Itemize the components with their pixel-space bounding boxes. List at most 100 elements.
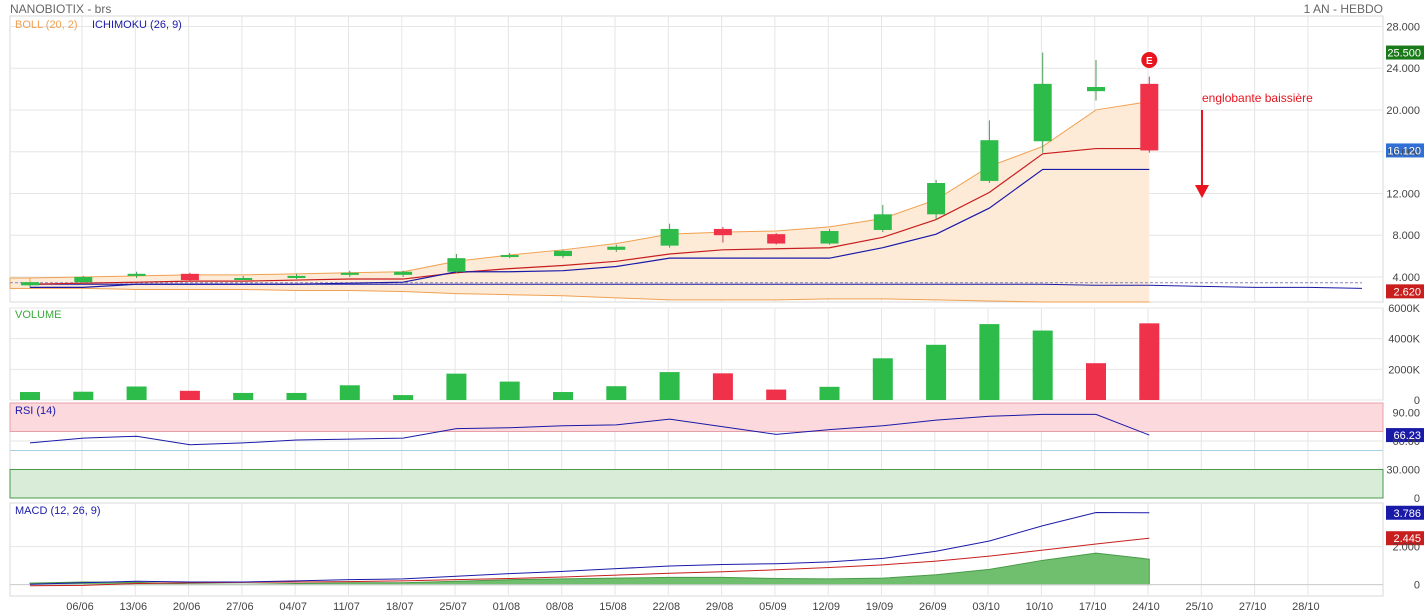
x-tick-label: 22/08 (653, 601, 681, 613)
macd-tag-label: 2.445 (1393, 533, 1421, 545)
rsi-value-tag: 66.23 (1393, 430, 1421, 442)
volume-bar (872, 358, 893, 400)
macd-tag-box (1386, 505, 1424, 520)
price-tag-label: 2.620 (1393, 286, 1421, 298)
volume-bar (126, 386, 147, 400)
x-tick-label: 26/09 (919, 601, 947, 613)
candle-up (980, 140, 999, 181)
volume-y-tick: 6000K (1388, 303, 1420, 315)
x-tick-label: 10/10 (1026, 601, 1054, 613)
x-tick-label: 19/09 (866, 601, 894, 613)
volume-bar (446, 373, 467, 400)
macd-line (29, 511, 1150, 585)
price-tag-label: 25.500 (1387, 48, 1421, 60)
signal-marker-circle (1141, 52, 1158, 68)
candle-down (1140, 83, 1159, 151)
x-tick-label: 05/09 (759, 601, 787, 613)
rsi-y-tick: 90.00 (1392, 408, 1420, 420)
volume-bar (73, 391, 94, 400)
panel-frame-price (9, 15, 1384, 303)
x-tick-label: 27/10 (1239, 601, 1267, 613)
annotation-text: englobante baissière (1202, 91, 1313, 105)
volume-bar (1086, 363, 1106, 400)
price-y-tick: 4.000 (1392, 272, 1420, 284)
candle-up (607, 246, 626, 250)
candle-up (127, 273, 146, 276)
price-y-tick: 20.000 (1386, 105, 1420, 117)
x-tick-label: 20/06 (173, 601, 201, 613)
candle-up (340, 272, 359, 275)
x-tick-label: 08/08 (546, 601, 574, 613)
candle-up (394, 271, 413, 275)
macd-signal-line (29, 537, 1150, 587)
volume-y-tick: 0 (1414, 395, 1420, 407)
volume-bar (712, 373, 733, 400)
x-tick-label: 13/06 (120, 601, 148, 613)
x-tick-label: 24/10 (1132, 601, 1160, 613)
candle-up (1087, 86, 1105, 92)
volume-bar (499, 381, 520, 400)
price-y-tick: 12.000 (1386, 188, 1420, 200)
macd-tag-label: 3.786 (1393, 508, 1421, 520)
macd-y-tick: 0 (1414, 580, 1420, 592)
x-tick-label: 25/10 (1186, 601, 1214, 613)
bollinger-band-fill (30, 101, 1150, 302)
macd-tag-box (1386, 531, 1424, 546)
candle-up (500, 255, 519, 258)
x-tick-label: 06/06 (66, 601, 94, 613)
volume-bar (659, 372, 680, 400)
legend-ichimoku: ICHIMOKU (26, 9) (92, 19, 182, 31)
candle-up (21, 282, 39, 286)
volume-bar (979, 324, 1000, 400)
volume-bar (339, 385, 360, 400)
rsi-value-tag-box (1386, 428, 1424, 443)
legend-rsi: RSI (14) (15, 405, 56, 417)
x-tick-label: 27/06 (226, 601, 254, 613)
volume-bar (286, 392, 307, 400)
candle-down (767, 234, 786, 244)
price-y-tick: 8.000 (1392, 230, 1420, 242)
x-tick-label: 04/07 (279, 601, 307, 613)
price-y-tick: 24.000 (1386, 63, 1420, 75)
signal-marker-label: E (1146, 56, 1153, 67)
bollinger-mid-line (29, 147, 1150, 285)
candle-up (234, 277, 253, 280)
mark-layer (10, 45, 1424, 587)
panel-frame-volume (9, 307, 1384, 401)
x-tick-label: 25/07 (439, 601, 467, 613)
volume-bar (926, 344, 947, 400)
bollinger-lower-line (30, 287, 1150, 303)
rsi-overbought-zone (9, 402, 1384, 432)
rsi-line (29, 413, 1150, 446)
volume-bar (393, 395, 414, 400)
bollinger-upper-line (29, 101, 1150, 279)
candle-up (447, 258, 466, 272)
fill-layer (9, 101, 1384, 586)
volume-bar (179, 390, 200, 400)
volume-bar (1032, 330, 1053, 400)
grid-layer (9, 15, 1384, 597)
price-tag-box (1386, 284, 1424, 299)
macd-histogram-area (29, 552, 1150, 586)
legend-volume: VOLUME (15, 309, 61, 321)
candle-down (180, 273, 199, 281)
panel-frame-macd (9, 502, 1384, 597)
candle-up (820, 231, 839, 244)
price-tag-label: 16.120 (1387, 145, 1421, 157)
x-tick-label: 18/07 (386, 601, 414, 613)
macd-y-tick: 2.000 (1392, 542, 1420, 554)
volume-bar (606, 386, 627, 400)
candle-up (1033, 83, 1052, 142)
x-tick-label: 29/08 (706, 601, 734, 613)
candle-up (660, 228, 679, 246)
rsi-oversold-zone (9, 469, 1384, 499)
annotation-arrow-head (1195, 185, 1209, 198)
instrument-title: NANOBIOTIX - brs (10, 2, 111, 16)
price-tag-box (1386, 143, 1424, 158)
candle-up (287, 275, 306, 278)
volume-y-tick: 4000K (1388, 334, 1420, 346)
volume-bar (20, 392, 40, 400)
